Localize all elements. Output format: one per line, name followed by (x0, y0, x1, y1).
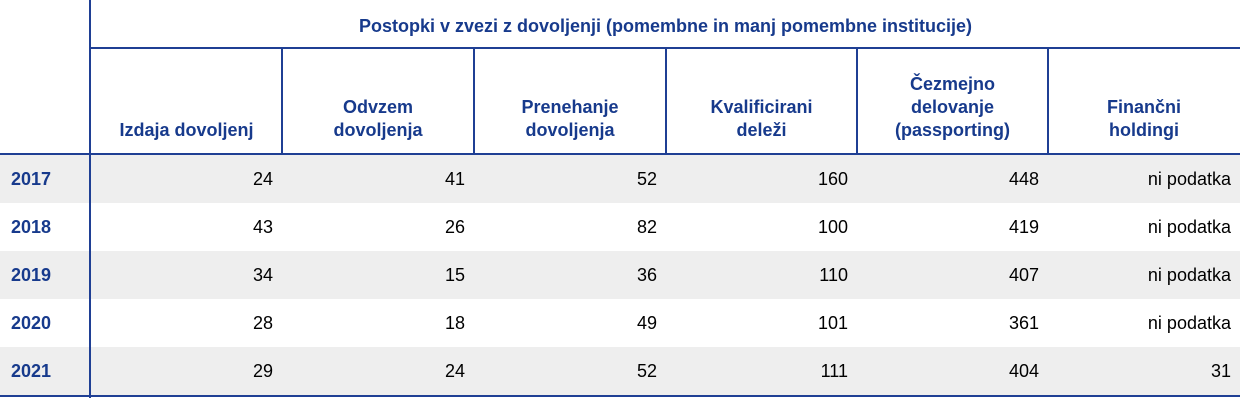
table-cell: 160 (817, 169, 848, 189)
table-cell: 111 (820, 361, 848, 381)
column-header: Čezmejno delovanje (passporting) (857, 52, 1048, 148)
column-header-line: Odvzem (342, 97, 413, 117)
table-cell: ni podatka (1147, 169, 1231, 189)
column-header-line: Prenehanje (521, 97, 619, 117)
column-header-line: Čezmejno (909, 74, 996, 94)
table-cell: 28 (252, 313, 273, 333)
column-header: Kvalificirani deleži (666, 52, 857, 148)
table-cell: 82 (636, 217, 657, 237)
row-year: 2020 (11, 313, 52, 333)
table-row: 2019 34 15 36 110 407 ni podatka (0, 251, 1240, 299)
column-header: Odvzem dovoljenja (282, 52, 474, 148)
group-header-rule (89, 47, 1240, 49)
group-header: Postopki v zvezi z dovoljenji (pomembne … (358, 16, 973, 36)
column-header: Izdaja dovoljenj (91, 52, 282, 148)
column-header-line: Finančni (1106, 97, 1181, 117)
column-header-line: Kvalificirani (710, 97, 813, 117)
column-divider (473, 48, 475, 153)
table-cell: 110 (819, 265, 848, 285)
table-cell: 24 (252, 169, 273, 189)
column-header-line: deleži (736, 120, 787, 140)
column-header: Finančni holdingi (1048, 52, 1240, 148)
table-cell: 419 (1008, 217, 1039, 237)
column-header-line: Izdaja dovoljenj (119, 120, 254, 140)
column-header-line: dovoljenja (333, 120, 423, 140)
table-cell: ni podatka (1147, 217, 1231, 237)
table-cell: 26 (444, 217, 465, 237)
table-left-rule (89, 0, 91, 398)
row-year: 2018 (11, 217, 52, 237)
table-row: 2021 29 24 52 111 404 31 (0, 347, 1240, 395)
table-cell: 100 (817, 217, 848, 237)
column-divider (665, 48, 667, 153)
table-cell: ni podatka (1147, 265, 1231, 285)
table-cell: 18 (444, 313, 465, 333)
table-cell: 101 (817, 313, 848, 333)
table-row: 2017 24 41 52 160 448 ni podatka (0, 155, 1240, 203)
column-divider (281, 48, 283, 153)
table-row: 2018 43 26 82 100 419 ni podatka (0, 203, 1240, 251)
table-cell: 15 (444, 265, 465, 285)
row-year: 2021 (11, 361, 52, 381)
table-cell: ni podatka (1147, 313, 1231, 333)
column-header-line: (passporting) (895, 120, 1010, 140)
table-cell: 34 (252, 265, 273, 285)
table-cell: 49 (636, 313, 657, 333)
table-cell: 361 (1008, 313, 1039, 333)
table-cell: 43 (252, 217, 273, 237)
table-cell: 31 (1210, 361, 1231, 381)
table-cell: 407 (1008, 265, 1039, 285)
column-header: Prenehanje dovoljenja (474, 52, 666, 148)
column-header-line: holdingi (1109, 120, 1179, 140)
table-row: 2020 28 18 49 101 361 ni podatka (0, 299, 1240, 347)
table-bottom-rule (0, 395, 1240, 397)
header-bottom-rule (0, 153, 1240, 155)
table-cell: 404 (1008, 361, 1039, 381)
column-divider (1047, 48, 1049, 153)
column-header-line: delovanje (910, 97, 995, 117)
table-cell: 52 (636, 169, 657, 189)
table-cell: 29 (252, 361, 273, 381)
row-year: 2017 (11, 169, 52, 189)
row-year: 2019 (11, 265, 52, 285)
table-cell: 52 (636, 361, 657, 381)
table-cell: 448 (1008, 169, 1039, 189)
table-cell: 41 (444, 169, 465, 189)
table-cell: 24 (444, 361, 465, 381)
table-cell: 36 (636, 265, 657, 285)
column-divider (856, 48, 858, 153)
column-header-line: dovoljenja (525, 120, 615, 140)
